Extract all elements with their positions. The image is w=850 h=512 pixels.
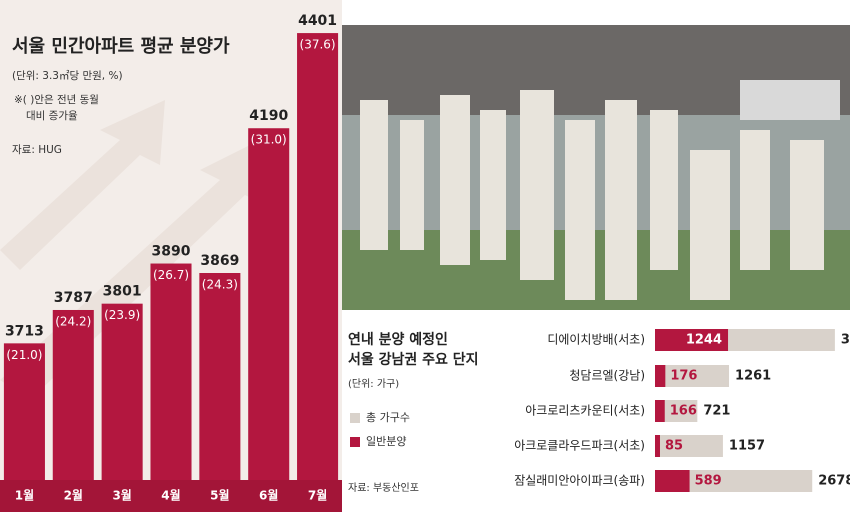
x-tick-label: 6월 <box>259 488 278 503</box>
chart-subtitle: (단위: 가구) <box>348 377 399 390</box>
bar-general <box>655 329 729 351</box>
value-label: 589 <box>695 474 722 489</box>
bar <box>248 128 290 480</box>
value-label: 3869 <box>200 253 239 269</box>
y-tick-label: 청담르엘(강남) <box>569 369 645 383</box>
value-label: 3713 <box>5 323 44 339</box>
chart-title: 서울 강남권 주요 단지 <box>348 351 479 368</box>
photo <box>342 25 850 310</box>
y-tick-label: 잠실래미안아이파크(송파) <box>514 474 645 488</box>
chart-title: 서울 민간아파트 평균 분양가 <box>12 36 230 57</box>
value-label: 3064 <box>841 333 850 348</box>
growth-label: (21.0) <box>6 348 42 362</box>
growth-label: (24.2) <box>55 314 91 328</box>
value-label: 2678 <box>818 474 850 489</box>
x-tick-label: 5월 <box>210 488 229 503</box>
bar <box>150 263 192 480</box>
value-label: 4401 <box>298 13 337 29</box>
source: 자료: HUG <box>12 144 62 156</box>
value-label: 721 <box>703 404 730 419</box>
note: ※( )안은 전년 동월 <box>14 94 99 106</box>
bar-total <box>655 435 723 457</box>
bar-general <box>655 435 660 457</box>
bar-total <box>655 470 813 492</box>
legend-label: 일반분양 <box>366 434 406 448</box>
chart-subtitle: (단위: 3.3㎡당 만원, %) <box>12 69 123 82</box>
x-axis-band <box>0 480 342 512</box>
bar <box>297 33 339 480</box>
legend-swatch <box>350 437 360 447</box>
growth-label: (24.3) <box>202 278 238 292</box>
x-tick-label: 4월 <box>161 488 180 503</box>
bar <box>101 303 143 480</box>
y-tick-label: 아크로리츠카운티(서초) <box>525 404 645 418</box>
bar-general <box>655 470 690 492</box>
note: 대비 증가율 <box>26 110 78 122</box>
x-tick-label: 2월 <box>64 488 83 503</box>
bar-total <box>655 400 698 422</box>
y-tick-label: 아크로클라우드파크(서초) <box>514 439 645 453</box>
bar <box>3 343 45 480</box>
source: 자료: 부동산인포 <box>348 482 419 494</box>
value-label: 1157 <box>729 439 765 454</box>
value-label: 3801 <box>103 284 142 300</box>
legend-swatch <box>350 413 360 423</box>
x-tick-label: 1월 <box>15 488 34 503</box>
growth-label: (26.7) <box>153 268 189 282</box>
value-label: 3890 <box>152 244 191 260</box>
value-label: 176 <box>670 369 697 384</box>
bar-general <box>655 400 665 422</box>
bar <box>199 273 241 480</box>
legend-label: 총 가구수 <box>366 411 410 424</box>
chart-title: 연내 분양 예정인 <box>348 331 448 348</box>
growth-label: (23.9) <box>104 308 140 322</box>
value-label: 4190 <box>249 108 288 124</box>
value-label: 3787 <box>54 290 93 306</box>
bar-general <box>655 365 666 387</box>
value-label: 1261 <box>735 369 771 384</box>
growth-label: (31.0) <box>251 133 287 147</box>
x-tick-label: 3월 <box>112 488 131 503</box>
x-tick-label: 7월 <box>308 488 327 503</box>
growth-label: (37.6) <box>300 38 336 52</box>
bar-total <box>655 365 730 387</box>
y-tick-label: 디에이치방배(서초) <box>547 333 645 347</box>
value-label: 166 <box>670 404 697 419</box>
bar <box>52 309 94 480</box>
value-label: 1244 <box>686 333 722 348</box>
value-label: 85 <box>665 439 683 454</box>
